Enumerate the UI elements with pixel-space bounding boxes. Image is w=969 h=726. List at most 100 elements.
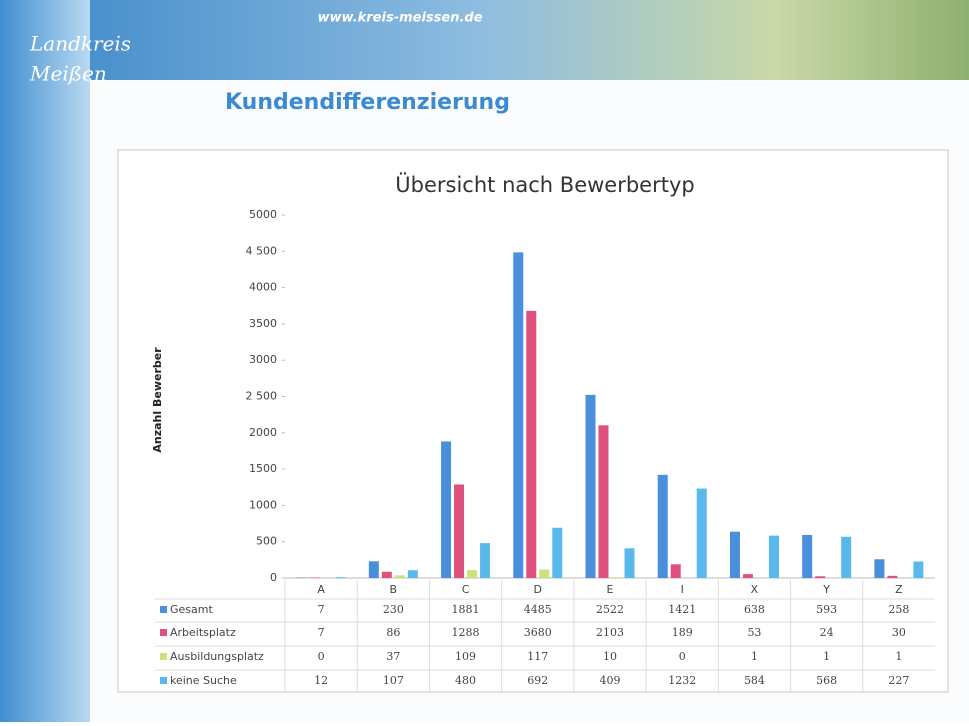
bar (697, 489, 707, 578)
table-value: 37 (386, 650, 400, 663)
table-value: 480 (455, 674, 476, 687)
table-value: 7 (318, 603, 325, 616)
y-axis-label: Anzahl Bewerber (151, 347, 164, 453)
legend-swatch (160, 629, 167, 636)
table-value: 107 (383, 674, 404, 687)
side-band (0, 0, 90, 722)
table-value: 1 (895, 650, 902, 663)
bar (395, 575, 405, 578)
table-value: 0 (679, 650, 686, 663)
header-url: www.kreis-meissen.de (317, 11, 482, 26)
bar (887, 576, 897, 578)
bar (625, 548, 635, 578)
y-tick-label: 5000 (249, 208, 277, 221)
x-tick-label: D (534, 583, 542, 596)
x-tick-label: Z (895, 583, 903, 596)
table-value: 409 (600, 674, 621, 687)
y-tick-label: 1000 (249, 498, 277, 511)
bar (513, 252, 523, 578)
bar (612, 577, 622, 578)
y-tick-label: 3000 (249, 353, 277, 366)
table-value: 7 (318, 626, 325, 639)
table-value: 568 (816, 674, 837, 687)
bar (599, 425, 609, 578)
table-value: 0 (318, 650, 325, 663)
legend-label: Gesamt (170, 603, 213, 616)
x-tick-label: X (751, 583, 759, 596)
table-value: 227 (888, 674, 909, 687)
table-value: 117 (527, 650, 548, 663)
y-tick-label: 1500 (249, 462, 277, 475)
bar (802, 535, 812, 578)
bar (382, 572, 392, 578)
header-band (0, 0, 969, 80)
table-value: 2103 (596, 626, 624, 639)
bar (369, 561, 379, 578)
legend-swatch (160, 677, 167, 684)
bar (441, 441, 451, 578)
bar (467, 570, 477, 578)
table-value: 53 (747, 626, 761, 639)
legend-swatch (160, 606, 167, 613)
bar (336, 577, 346, 578)
table-value: 2522 (596, 603, 624, 616)
bar (454, 484, 464, 578)
logo-line: Meißen (29, 62, 107, 86)
bar (743, 574, 753, 578)
table-value: 1 (751, 650, 758, 663)
table-value: 692 (527, 674, 548, 687)
table-value: 109 (455, 650, 476, 663)
chart-title: Übersicht nach Bewerbertyp (395, 172, 694, 197)
y-tick-label: 4000 (249, 281, 277, 294)
table-value: 258 (888, 603, 909, 616)
bar (769, 536, 779, 578)
bar (671, 564, 681, 578)
y-tick-label: 3500 (249, 317, 277, 330)
x-tick-label: I (681, 583, 684, 596)
legend-label: keine Suche (170, 674, 237, 687)
bar (480, 543, 490, 578)
x-tick-label: Y (822, 583, 830, 596)
y-tick-label: 4 500 (246, 244, 278, 257)
table-value: 1232 (668, 674, 696, 687)
legend-label: Ausbildungsplatz (170, 650, 264, 663)
legend-swatch (160, 653, 167, 660)
x-tick-label: A (317, 583, 325, 596)
x-tick-label: B (390, 583, 398, 596)
bar (526, 311, 536, 578)
table-value: 189 (672, 626, 693, 639)
bar (408, 570, 418, 578)
table-value: 4485 (524, 603, 552, 616)
table-value: 1 (823, 650, 830, 663)
table-value: 1288 (452, 626, 480, 639)
bar (586, 395, 596, 578)
x-tick-label: C (462, 583, 470, 596)
bar (815, 576, 825, 578)
bar (539, 570, 549, 578)
bar (658, 475, 668, 578)
bar (730, 532, 740, 578)
logo-line: Landkreis (29, 32, 131, 56)
bar (874, 559, 884, 578)
table-value: 1881 (452, 603, 480, 616)
bar (841, 537, 851, 578)
table-value: 12 (314, 674, 328, 687)
table-value: 593 (816, 603, 837, 616)
y-tick-label: 2000 (249, 426, 277, 439)
legend-label: Arbeitsplatz (170, 626, 236, 639)
x-tick-label: E (607, 583, 614, 596)
table-value: 24 (820, 626, 834, 639)
table-value: 30 (892, 626, 906, 639)
table-value: 584 (744, 674, 765, 687)
bar (913, 562, 923, 578)
table-value: 86 (386, 626, 400, 639)
bar (297, 577, 307, 578)
table-value: 230 (383, 603, 404, 616)
table-value: 1421 (668, 603, 696, 616)
bar (552, 528, 562, 578)
table-value: 10 (603, 650, 617, 663)
table-value: 638 (744, 603, 765, 616)
slide-title: Kundendifferenzierung (225, 90, 510, 115)
